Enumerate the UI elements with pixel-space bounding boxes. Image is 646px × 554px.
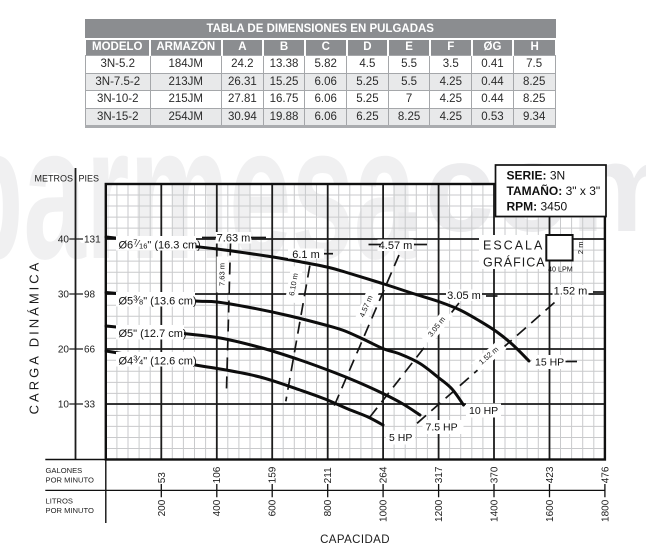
svg-text:10 HP: 10 HP bbox=[469, 405, 498, 417]
svg-text:423: 423 bbox=[545, 466, 556, 483]
svg-text:2 m: 2 m bbox=[576, 242, 585, 255]
svg-text:1000: 1000 bbox=[379, 499, 390, 522]
svg-text:1.52 m: 1.52 m bbox=[554, 286, 588, 298]
svg-text:800: 800 bbox=[323, 499, 334, 516]
svg-text:264: 264 bbox=[379, 466, 390, 483]
svg-text:1200: 1200 bbox=[434, 499, 445, 522]
svg-text:600: 600 bbox=[268, 499, 279, 516]
svg-text:15 HP: 15 HP bbox=[535, 357, 564, 369]
svg-text:317: 317 bbox=[434, 466, 445, 483]
svg-text:53: 53 bbox=[157, 472, 168, 484]
svg-text:SERIE: 3N: SERIE: 3N bbox=[507, 169, 566, 183]
svg-text:POR MINUTO: POR MINUTO bbox=[46, 506, 94, 515]
svg-text:METROS: METROS bbox=[34, 174, 73, 184]
svg-text:7.63 m: 7.63 m bbox=[217, 233, 251, 245]
svg-text:7.5 HP: 7.5 HP bbox=[426, 422, 458, 434]
svg-text:40: 40 bbox=[58, 235, 70, 246]
svg-text:30: 30 bbox=[58, 290, 70, 301]
svg-text:Ø67⁄16" (16.3 cm): Ø67⁄16" (16.3 cm) bbox=[119, 237, 201, 251]
svg-text:4.57 m: 4.57 m bbox=[379, 240, 413, 252]
svg-text:131: 131 bbox=[84, 235, 101, 246]
svg-text:PIES: PIES bbox=[79, 174, 100, 184]
svg-text:CARGA DINÁMICA: CARGA DINÁMICA bbox=[27, 260, 42, 415]
svg-text:LITROS: LITROS bbox=[46, 497, 73, 506]
svg-text:RPM: 3450: RPM: 3450 bbox=[507, 200, 568, 214]
svg-text:1400: 1400 bbox=[490, 499, 501, 522]
svg-text:40 LPM: 40 LPM bbox=[548, 265, 573, 274]
svg-text:TAMAÑO: 3" x 3": TAMAÑO: 3" x 3" bbox=[507, 183, 601, 198]
svg-text:Ø43⁄4" (12.6 cm): Ø43⁄4" (12.6 cm) bbox=[119, 353, 197, 367]
svg-text:370: 370 bbox=[490, 466, 501, 483]
svg-text:6.1 m: 6.1 m bbox=[292, 249, 320, 261]
svg-text:200: 200 bbox=[157, 499, 168, 516]
svg-text:GALONES: GALONES bbox=[46, 466, 83, 475]
svg-text:ESCALA: ESCALA bbox=[483, 239, 544, 253]
svg-text:1600: 1600 bbox=[545, 499, 556, 522]
svg-text:3.05 m: 3.05 m bbox=[447, 290, 481, 302]
svg-text:CAPACIDAD: CAPACIDAD bbox=[320, 534, 390, 546]
svg-text:6.10 m: 6.10 m bbox=[287, 272, 300, 296]
svg-text:211: 211 bbox=[323, 467, 334, 483]
svg-text:1800: 1800 bbox=[600, 499, 611, 522]
svg-text:33: 33 bbox=[84, 400, 96, 411]
svg-text:5 HP: 5 HP bbox=[389, 432, 412, 444]
svg-text:476: 476 bbox=[600, 466, 611, 483]
svg-text:106: 106 bbox=[212, 466, 223, 483]
svg-text:7.63 m: 7.63 m bbox=[217, 263, 226, 286]
svg-text:Ø53⁄8" (13.6 cm): Ø53⁄8" (13.6 cm) bbox=[119, 293, 197, 307]
svg-text:159: 159 bbox=[268, 466, 279, 483]
svg-text:20: 20 bbox=[58, 345, 70, 356]
svg-text:Ø5" (12.7 cm): Ø5" (12.7 cm) bbox=[119, 328, 187, 340]
svg-text:66: 66 bbox=[84, 345, 96, 356]
svg-text:POR MINUTO: POR MINUTO bbox=[46, 476, 94, 485]
svg-text:GRÁFICA: GRÁFICA bbox=[483, 255, 546, 270]
svg-text:98: 98 bbox=[84, 290, 96, 301]
svg-text:10: 10 bbox=[58, 400, 70, 411]
svg-text:400: 400 bbox=[212, 499, 223, 516]
